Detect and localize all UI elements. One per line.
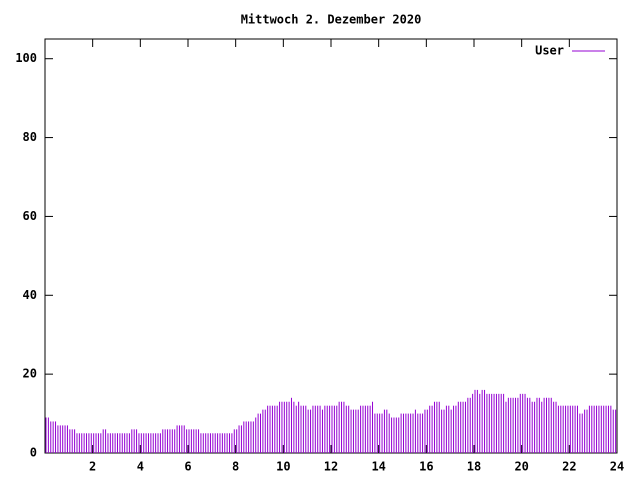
- legend-label: User: [535, 44, 564, 58]
- plot-frame: [44, 38, 618, 454]
- y-tick-label: 40: [23, 288, 37, 302]
- x-tick-label: 10: [276, 460, 290, 474]
- x-tick-label: 14: [371, 460, 385, 474]
- x-tick-label: 22: [562, 460, 576, 474]
- x-tick-label: 4: [137, 460, 144, 474]
- x-tick-label: 24: [610, 460, 624, 474]
- y-tick-label: 0: [30, 446, 37, 460]
- x-tick-label: 12: [324, 460, 338, 474]
- y-tick-label: 60: [23, 209, 37, 223]
- x-tick-label: 20: [514, 460, 528, 474]
- x-tick-label: 6: [184, 460, 191, 474]
- chart-title: Mittwoch 2. Dezember 2020: [241, 13, 422, 27]
- x-tick-label: 8: [232, 460, 239, 474]
- y-tick-label: 80: [23, 130, 37, 144]
- x-tick-label: 16: [419, 460, 433, 474]
- y-tick-label: 100: [15, 51, 37, 65]
- y-tick-label: 20: [23, 367, 37, 381]
- x-tick-label: 18: [467, 460, 481, 474]
- x-tick-label: 2: [89, 460, 96, 474]
